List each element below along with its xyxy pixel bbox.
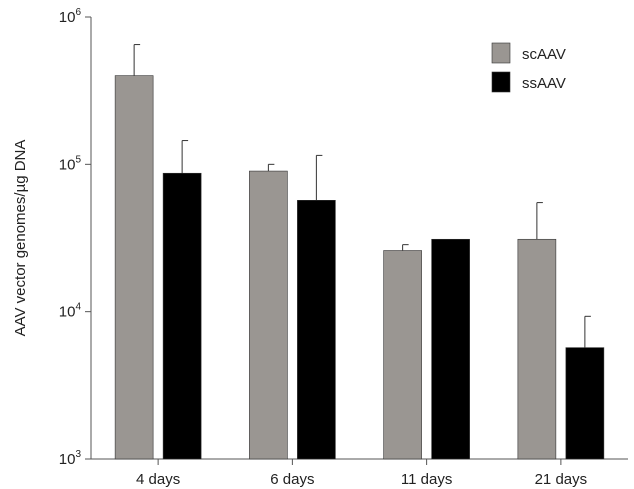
legend-label-scAAV: scAAV	[522, 46, 566, 63]
x-tick-label: 11 days	[401, 471, 452, 488]
legend-swatch-scAAV	[491, 42, 511, 64]
bar-ssAAV-0	[162, 172, 202, 460]
y-tick-label: 103	[59, 449, 82, 468]
legend-label-ssAAV: ssAAV	[522, 75, 566, 92]
bar-ssAAV-2	[431, 238, 470, 460]
bar-ssAAV-3	[565, 347, 605, 460]
y-tick-label: 104	[59, 302, 82, 321]
bar-scAAV-3	[517, 238, 557, 460]
legend: scAAV ssAAV	[491, 42, 566, 93]
bar-scAAV-2	[383, 250, 422, 460]
y-tick-label: 106	[59, 7, 82, 26]
x-tick-label: 4 days	[136, 471, 180, 488]
error-bars	[133, 44, 591, 348]
bar-ssAAV-1	[297, 200, 336, 460]
x-tick-label: 6 days	[270, 471, 314, 488]
x-tick-label: 21 days	[535, 471, 588, 488]
y-axis-title: AAV vector genomes/µg DNA	[12, 140, 29, 337]
y-tick-label: 105	[59, 154, 82, 173]
x-tick-labels: 4 days 6 days 11 days 21 days	[136, 459, 587, 488]
y-axis: 103 104 105 106	[59, 7, 92, 468]
bar-scAAV-1	[249, 170, 288, 460]
x-axis: 4 days 6 days 11 days 21 days	[91, 458, 628, 488]
legend-swatch-ssAAV	[491, 71, 511, 93]
y-ticks: 103 104 105 106	[59, 7, 91, 468]
bars	[114, 75, 605, 460]
bar-scAAV-0	[114, 75, 154, 460]
